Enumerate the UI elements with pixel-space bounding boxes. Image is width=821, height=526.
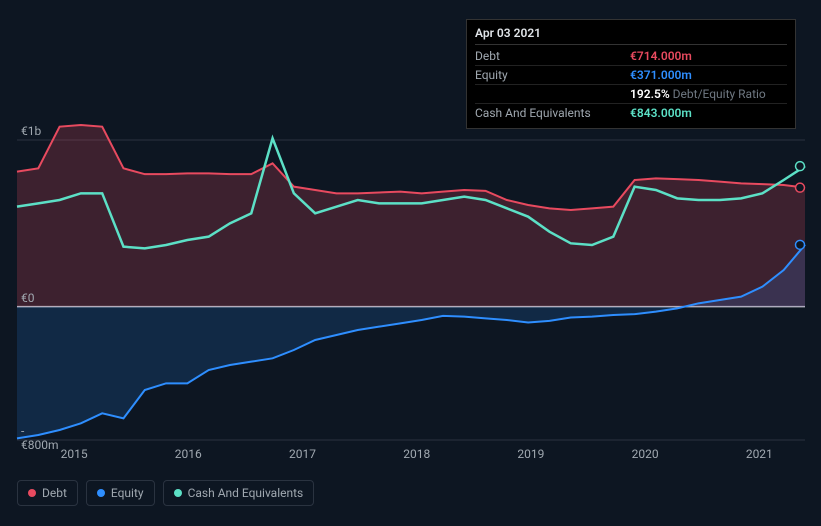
tooltip-row-label: Debt [475, 49, 630, 63]
x-axis-label: 2018 [403, 447, 430, 461]
tooltip-row: 192.5% Debt/Equity Ratio [475, 85, 787, 104]
x-axis-label: 2020 [632, 447, 659, 461]
tooltip-row-value: €371.000m [630, 68, 692, 82]
y-axis-label: €1b [21, 124, 61, 138]
legend-label: Cash And Equivalents [188, 486, 304, 500]
y-axis-label: -€800m [21, 424, 61, 452]
series-end-marker [796, 183, 805, 192]
series-end-marker [796, 162, 805, 171]
x-axis-label: 2017 [289, 447, 316, 461]
legend-dot-icon [28, 489, 36, 497]
x-axis-label: 2019 [517, 447, 544, 461]
legend-label: Equity [111, 486, 144, 500]
legend-dot-icon [97, 489, 105, 497]
tooltip-date: Apr 03 2021 [475, 26, 787, 45]
legend-item[interactable]: Cash And Equivalents [163, 480, 315, 506]
x-axis-label: 2016 [175, 447, 202, 461]
x-axis-label: 2021 [746, 447, 773, 461]
tooltip-row-value: €843.000m [630, 106, 692, 120]
legend-item[interactable]: Equity [86, 480, 155, 506]
y-axis-label: €0 [21, 291, 61, 305]
tooltip-row: Cash And Equivalents€843.000m [475, 104, 787, 122]
x-axis-label: 2015 [61, 447, 88, 461]
tooltip-row-value: €714.000m [630, 49, 692, 63]
tooltip-row-label [475, 87, 630, 101]
chart-legend: Debt Equity Cash And Equivalents [17, 480, 314, 506]
tooltip-row-value: 192.5% Debt/Equity Ratio [630, 87, 766, 101]
tooltip-row: Equity€371.000m [475, 66, 787, 85]
financial-area-chart: €1b €0 -€800m 2015 2016 2017 2018 2019 2020 2021… [0, 0, 821, 526]
legend-label: Debt [42, 486, 67, 500]
legend-dot-icon [174, 489, 182, 497]
legend-item[interactable]: Debt [17, 480, 78, 506]
tooltip-row-label: Cash And Equivalents [475, 106, 630, 120]
chart-tooltip: Apr 03 2021 Debt€714.000mEquity€371.000m… [466, 19, 796, 129]
tooltip-row-label: Equity [475, 68, 630, 82]
debt-area [17, 125, 805, 307]
series-end-marker [796, 240, 805, 249]
tooltip-row: Debt€714.000m [475, 47, 787, 66]
